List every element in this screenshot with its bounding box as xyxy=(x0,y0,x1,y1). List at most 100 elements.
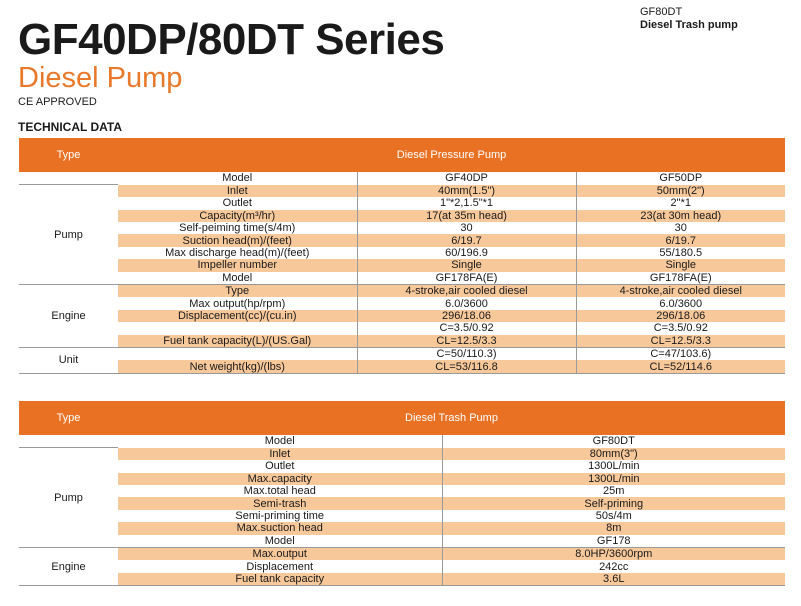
row-label: Suction head(m)/(feet) xyxy=(118,234,358,247)
row-value: CL=12.5/3.3 xyxy=(576,334,786,348)
row-value: GF178FA(E) xyxy=(576,271,786,286)
table-row: Fuel tank capacity 3.6L xyxy=(19,572,785,587)
model-value: GF40DP xyxy=(357,172,577,185)
table-row: Displacement(cc)/(cu.in) 296/18.06 296/18.… xyxy=(19,309,786,323)
row-value: 4-stroke,air cooled diesel xyxy=(576,284,786,298)
top-right-description: Diesel Trash pump xyxy=(640,19,738,31)
model-value: GF80DT xyxy=(442,435,785,448)
page-title: GF40DP/80DT Series xyxy=(18,15,445,64)
table-row: Self-peiming time(s/4m) 30 30 xyxy=(19,222,786,235)
row-value: 6/19.7 xyxy=(576,234,786,247)
model-value: GF50DP xyxy=(576,172,786,185)
row-value: 4-stroke,air cooled diesel xyxy=(357,284,577,298)
table-row: Max.capacity 1300L/min xyxy=(19,472,785,486)
row-value: 50s/4m xyxy=(442,509,785,523)
table-row: Max discharge head(m)/(feet) 60/196.9 55/1… xyxy=(19,246,786,260)
row-label: Model xyxy=(118,172,358,185)
table-row: Impeller number Single Single xyxy=(19,259,786,272)
row-value: Single xyxy=(357,259,577,272)
row-label: Model xyxy=(118,271,358,286)
row-label: Type xyxy=(118,284,358,298)
row-label: Outlet xyxy=(118,197,358,210)
row-label: Max.capacity xyxy=(118,472,443,486)
group-label-unit: Unit xyxy=(19,347,118,374)
row-value: Single xyxy=(576,259,786,272)
top-right-model: GF80DT xyxy=(640,6,683,18)
row-value: 8m xyxy=(442,522,785,535)
table-row: Max output(hp/rpm) 6.0/3600 6.0/3600 xyxy=(19,297,786,310)
table-row: Capacity(m³/hr) 17(at 35m head) 23(at 30m … xyxy=(19,209,786,223)
table-header-row: Type Diesel Pressure Pump xyxy=(19,138,786,172)
row-label: Max discharge head(m)/(feet) xyxy=(118,246,358,260)
top-right-caption: GF80DT Diesel Trash pump xyxy=(640,6,738,32)
group-label-pump: Pump xyxy=(19,447,118,549)
row-label: Fuel tank capacity(L)/(US.Gal) xyxy=(118,334,358,348)
row-value: C=50/110.3) xyxy=(357,347,577,361)
group-label-engine: Engine xyxy=(19,547,118,587)
pressure-pump-spec-table: Type Diesel Pressure Pump Model GF40DP GF5… xyxy=(19,138,786,374)
row-label: Model xyxy=(118,534,443,549)
table-row: Fuel tank capacity(L)/(US.Gal) CL=12.5/3.… xyxy=(19,334,786,348)
row-value: 296/18.06 xyxy=(576,309,786,323)
row-value: 50mm(2") xyxy=(576,184,786,198)
row-label xyxy=(118,322,358,335)
row-value: 6.0/3600 xyxy=(357,297,577,310)
section-heading: TECHNICAL DATA xyxy=(18,120,122,134)
group-label-engine: Engine xyxy=(19,284,118,348)
row-value: 1300L/min xyxy=(442,472,785,486)
table-row: Pump Inlet 80mm(3") xyxy=(19,447,785,549)
row-label: Model xyxy=(118,435,443,448)
row-value: C=3.5/0.92 xyxy=(576,322,786,335)
table-row: Max.suction head 8m xyxy=(19,522,785,535)
model-row: Model GF80DT xyxy=(19,435,785,449)
table-row: Unit C=50/110.3) C=47/103.6) xyxy=(19,347,786,374)
table-row: Semi-priming time 50s/4m xyxy=(19,509,785,523)
row-value: 30 xyxy=(357,222,577,235)
table-row: Model GF178FA(E) GF178FA(E) xyxy=(19,271,786,286)
row-value: 60/196.9 xyxy=(357,246,577,260)
trash-pump-spec-table: Type Diesel Trash Pump Model GF80DT Pump In… xyxy=(19,401,785,587)
row-value: 23(at 30m head) xyxy=(576,209,786,223)
row-value: 80mm(3") xyxy=(442,447,785,461)
row-value: GF178 xyxy=(442,534,785,549)
table-row: Max.total head 25m xyxy=(19,485,785,498)
type-header-value: Diesel Trash Pump xyxy=(118,401,785,435)
row-value: CL=53/116.8 xyxy=(357,360,577,374)
row-label: Max.output xyxy=(118,547,443,561)
table-row: Suction head(m)/(feet) 6/19.7 6/19.7 xyxy=(19,234,786,247)
row-label: Displacement xyxy=(118,560,443,573)
row-value: 3.6L xyxy=(442,572,785,587)
row-label: Displacement(cc)/(cu.in) xyxy=(118,309,358,323)
ce-approval-text: CE APPROVED xyxy=(18,96,97,108)
type-header-label: Type xyxy=(19,138,118,172)
row-label: Semi-priming time xyxy=(118,509,443,523)
row-label: Capacity(m³/hr) xyxy=(118,209,358,223)
table-header-row: Type Diesel Trash Pump xyxy=(19,401,785,435)
row-value: 55/180.5 xyxy=(576,246,786,260)
row-value: C=47/103.6) xyxy=(576,347,786,361)
table-row: Outlet 1"*2,1.5"*1 2"*1 xyxy=(19,197,786,210)
group-cell-empty xyxy=(19,172,118,186)
row-label: Fuel tank capacity xyxy=(118,572,443,587)
table-row: Engine Max.output 8.0HP/3600rpm xyxy=(19,547,785,587)
row-value: GF178FA(E) xyxy=(357,271,577,286)
row-label xyxy=(118,347,358,361)
row-value: CL=12.5/3.3 xyxy=(357,334,577,348)
row-label: Net weight(kg)/(lbs) xyxy=(118,360,358,374)
model-row: Model GF40DP GF50DP xyxy=(19,172,786,186)
table-row: Outlet 1300L/min xyxy=(19,460,785,473)
group-cell-empty xyxy=(19,435,118,449)
row-value: 25m xyxy=(442,485,785,498)
row-value: 296/18.06 xyxy=(357,309,577,323)
row-label: Inlet xyxy=(118,447,443,461)
row-value: 30 xyxy=(576,222,786,235)
row-value: 17(at 35m head) xyxy=(357,209,577,223)
row-value: 1"*2,1.5"*1 xyxy=(357,197,577,210)
row-label: Self-peiming time(s/4m) xyxy=(118,222,358,235)
table-row: Net weight(kg)/(lbs) CL=53/116.8 CL=52/114… xyxy=(19,360,786,374)
row-value: 6.0/3600 xyxy=(576,297,786,310)
row-value: Self-priming xyxy=(442,497,785,510)
table-row: C=3.5/0.92 C=3.5/0.92 xyxy=(19,322,786,335)
row-value: CL=52/114.6 xyxy=(576,360,786,374)
page-subtitle: Diesel Pump xyxy=(18,62,183,94)
